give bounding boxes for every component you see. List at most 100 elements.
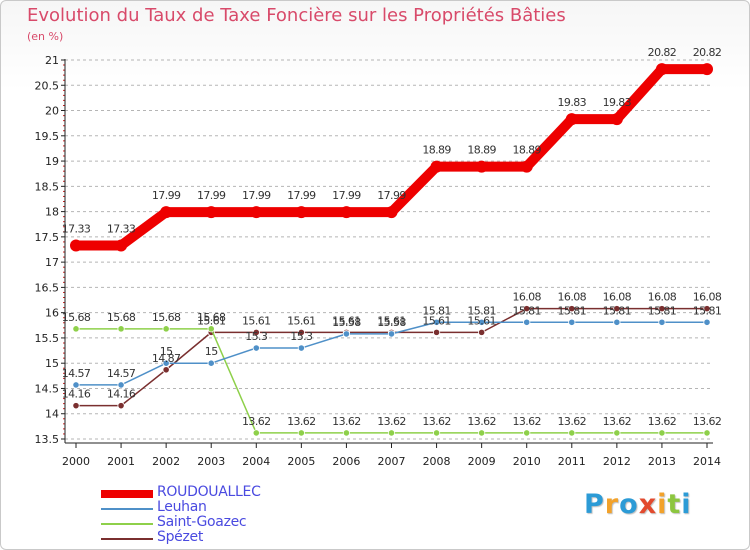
data-label: 13.62: [512, 415, 541, 428]
x-tick-label: 2013: [648, 455, 676, 468]
data-label: 15: [205, 345, 218, 358]
data-label: 15.61: [467, 314, 496, 327]
data-point: [252, 328, 260, 336]
data-point: [703, 305, 711, 313]
data-label: 15.68: [62, 311, 91, 324]
data-point: [205, 206, 218, 219]
legend-swatch: [101, 538, 153, 540]
data-label: 13.62: [648, 415, 677, 428]
data-label: 15: [160, 345, 173, 358]
data-label: 15.81: [603, 304, 632, 317]
data-label: 20.82: [648, 46, 677, 59]
data-point: [117, 325, 125, 333]
data-label: 16.08: [512, 291, 541, 304]
data-label: 15.81: [558, 304, 587, 317]
data-label: 19.83: [558, 96, 587, 109]
data-point: [117, 402, 125, 410]
data-label: 15.61: [197, 314, 226, 327]
data-point: [523, 318, 531, 326]
y-tick-label: 19.5: [35, 130, 60, 143]
logo-letter: o: [619, 489, 639, 520]
data-point: [72, 402, 80, 410]
data-label: 15.61: [332, 314, 361, 327]
logo-letter: r: [604, 489, 620, 520]
data-label: 14.87: [152, 352, 181, 365]
legend-swatch: [101, 508, 153, 510]
data-label: 15.68: [107, 311, 136, 324]
data-label: 15.81: [512, 304, 541, 317]
data-label: 17.99: [242, 189, 271, 202]
data-point: [523, 305, 531, 313]
data-point: [387, 429, 396, 437]
series-saint-goazec: [72, 325, 711, 437]
data-point: [701, 63, 713, 76]
data-label: 13.62: [467, 415, 496, 428]
data-label: 13.62: [242, 415, 271, 428]
data-point: [162, 359, 170, 367]
data-label: 15.61: [242, 314, 271, 327]
data-point: [658, 318, 666, 326]
legend-swatch: [101, 523, 153, 525]
data-label: 13.62: [377, 415, 406, 428]
data-point: [115, 239, 128, 252]
data-label: 15.3: [245, 330, 268, 343]
data-point: [162, 325, 170, 333]
data-label: 13.62: [287, 415, 316, 428]
series-roudouallec: [70, 63, 713, 252]
data-label: 18.89: [467, 144, 496, 157]
legend-label: Leuhan: [157, 499, 207, 515]
data-label: 15.61: [287, 314, 316, 327]
data-label: 17.33: [62, 222, 91, 235]
y-tick-label: 16: [45, 307, 59, 320]
y-tick-label: 17.5: [35, 231, 60, 244]
data-point: [70, 239, 82, 252]
y-tick-label: 15: [45, 357, 59, 370]
data-label: 13.62: [558, 415, 587, 428]
logo-letter: i: [681, 489, 692, 520]
data-point: [250, 206, 263, 219]
data-point: [568, 429, 576, 437]
data-point: [568, 305, 576, 313]
x-tick-label: 2011: [558, 455, 586, 468]
data-point: [207, 325, 215, 333]
data-label: 17.99: [197, 189, 226, 202]
legend-swatch: [101, 490, 153, 498]
x-tick-label: 2003: [197, 455, 225, 468]
data-point: [655, 63, 668, 76]
data-point: [478, 328, 486, 336]
data-point: [252, 429, 260, 437]
x-tick-label: 2006: [332, 455, 360, 468]
x-tick-label: 2012: [603, 455, 631, 468]
data-point: [478, 429, 486, 437]
data-point: [475, 160, 488, 173]
x-tick-label: 2004: [242, 455, 270, 468]
y-tick-label: 13.5: [35, 433, 60, 446]
data-label: 14.57: [107, 367, 136, 380]
data-point: [568, 318, 576, 326]
data-label: 15.68: [152, 311, 181, 324]
data-label: 17.99: [377, 189, 406, 202]
x-tick-label: 2009: [468, 455, 496, 468]
logo-letter: x: [638, 489, 658, 520]
data-label: 15.58: [332, 316, 361, 329]
data-point: [658, 305, 666, 313]
data-label: 16.08: [558, 291, 587, 304]
y-tick-label: 20: [45, 105, 59, 118]
legend-label: ROUDOUALLEC: [157, 484, 261, 500]
data-point: [252, 344, 260, 352]
data-point: [162, 366, 170, 374]
data-label: 15.58: [377, 316, 406, 329]
x-tick-label: 2001: [107, 455, 135, 468]
data-label: 13.62: [332, 415, 361, 428]
data-label: 13.62: [603, 415, 632, 428]
x-tick-label: 2002: [152, 455, 180, 468]
data-point: [478, 318, 486, 326]
series-leuhan: [72, 318, 711, 389]
data-label: 20.82: [693, 46, 722, 59]
y-tick-label: 18: [45, 206, 59, 219]
data-label: 15.81: [648, 304, 677, 317]
data-label: 17.99: [287, 189, 316, 202]
data-label: 15.61: [377, 314, 406, 327]
